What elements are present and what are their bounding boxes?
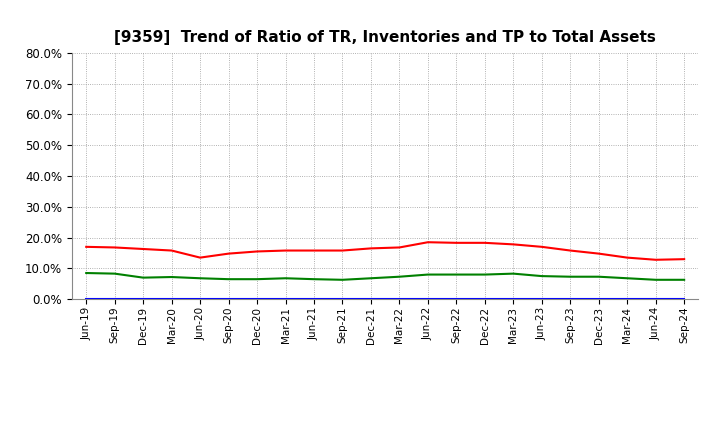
Trade Receivables bbox=[110, 245, 119, 250]
Trade Payables bbox=[452, 272, 461, 277]
Trade Payables bbox=[623, 275, 631, 281]
Inventories bbox=[480, 296, 489, 301]
Trade Payables bbox=[82, 270, 91, 275]
Trade Payables bbox=[680, 277, 688, 282]
Trade Receivables bbox=[480, 240, 489, 246]
Trade Receivables bbox=[652, 257, 660, 262]
Inventories bbox=[253, 296, 261, 301]
Inventories bbox=[509, 296, 518, 301]
Trade Payables bbox=[139, 275, 148, 280]
Inventories bbox=[167, 296, 176, 301]
Inventories bbox=[423, 296, 432, 301]
Inventories bbox=[82, 296, 91, 301]
Trade Receivables bbox=[566, 248, 575, 253]
Trade Payables bbox=[196, 275, 204, 281]
Inventories bbox=[338, 296, 347, 301]
Trade Payables bbox=[225, 277, 233, 282]
Trade Payables bbox=[509, 271, 518, 276]
Inventories bbox=[566, 296, 575, 301]
Inventories bbox=[652, 296, 660, 301]
Trade Payables bbox=[652, 277, 660, 282]
Trade Receivables bbox=[509, 242, 518, 247]
Trade Payables bbox=[480, 272, 489, 277]
Trade Receivables bbox=[338, 248, 347, 253]
Inventories bbox=[310, 296, 318, 301]
Trade Receivables bbox=[167, 248, 176, 253]
Trade Payables bbox=[110, 271, 119, 276]
Trade Payables bbox=[338, 277, 347, 282]
Trade Payables bbox=[423, 272, 432, 277]
Trade Receivables bbox=[395, 245, 404, 250]
Trade Receivables bbox=[680, 257, 688, 262]
Trade Receivables bbox=[366, 246, 375, 251]
Inventories bbox=[110, 296, 119, 301]
Trade Receivables bbox=[423, 239, 432, 245]
Inventories bbox=[225, 296, 233, 301]
Inventories bbox=[139, 296, 148, 301]
Trade Receivables bbox=[537, 244, 546, 249]
Inventories bbox=[680, 296, 688, 301]
Trade Payables bbox=[282, 275, 290, 281]
Inventories bbox=[196, 296, 204, 301]
Title: [9359]  Trend of Ratio of TR, Inventories and TP to Total Assets: [9359] Trend of Ratio of TR, Inventories… bbox=[114, 29, 656, 45]
Trade Payables bbox=[395, 274, 404, 279]
Trade Receivables bbox=[253, 249, 261, 254]
Trade Receivables bbox=[82, 244, 91, 249]
Inventories bbox=[537, 296, 546, 301]
Inventories bbox=[623, 296, 631, 301]
Trade Payables bbox=[366, 275, 375, 281]
Inventories bbox=[595, 296, 603, 301]
Inventories bbox=[395, 296, 404, 301]
Line: Trade Payables: Trade Payables bbox=[86, 273, 684, 280]
Trade Payables bbox=[566, 274, 575, 279]
Trade Receivables bbox=[595, 251, 603, 256]
Trade Receivables bbox=[196, 255, 204, 260]
Inventories bbox=[282, 296, 290, 301]
Trade Payables bbox=[537, 274, 546, 279]
Trade Receivables bbox=[623, 255, 631, 260]
Trade Payables bbox=[310, 277, 318, 282]
Inventories bbox=[366, 296, 375, 301]
Trade Receivables bbox=[452, 240, 461, 246]
Trade Payables bbox=[595, 274, 603, 279]
Trade Receivables bbox=[225, 251, 233, 256]
Trade Receivables bbox=[310, 248, 318, 253]
Trade Payables bbox=[253, 277, 261, 282]
Inventories bbox=[452, 296, 461, 301]
Trade Receivables bbox=[139, 246, 148, 252]
Trade Payables bbox=[167, 275, 176, 280]
Line: Trade Receivables: Trade Receivables bbox=[86, 242, 684, 260]
Trade Receivables bbox=[282, 248, 290, 253]
